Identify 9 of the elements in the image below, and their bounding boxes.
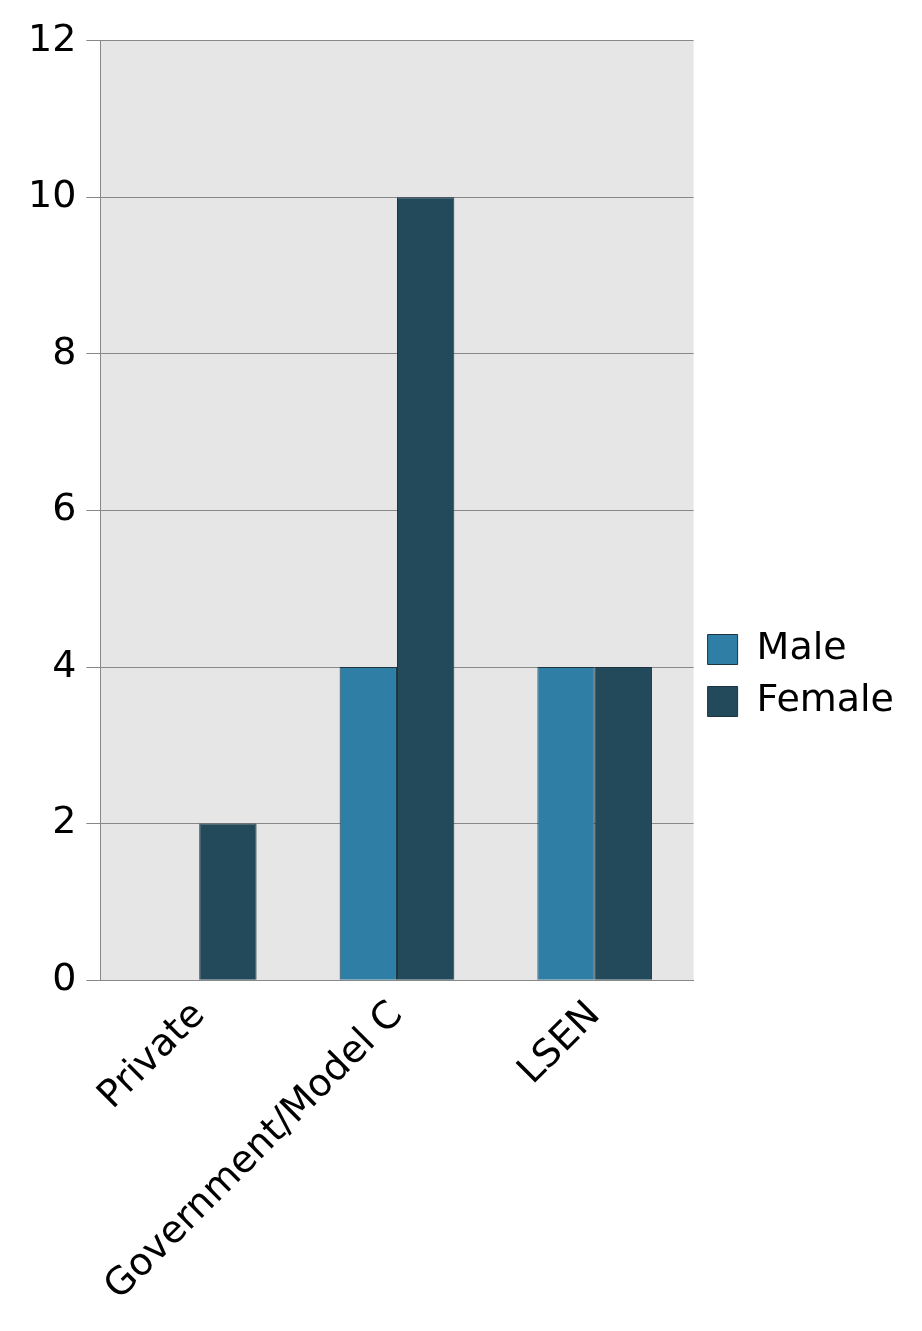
y-tick-label: 0 — [52, 955, 77, 1000]
y-tick-label: 8 — [52, 328, 77, 373]
y-tick-label: 2 — [52, 798, 77, 843]
legend-label: Female — [756, 676, 895, 721]
y-tick-label: 10 — [27, 172, 77, 217]
legend-label: Male — [756, 624, 847, 669]
y-tick-label: 4 — [52, 641, 77, 686]
y-tick-label: 6 — [52, 485, 77, 530]
y-tick-label: 12 — [27, 15, 77, 60]
